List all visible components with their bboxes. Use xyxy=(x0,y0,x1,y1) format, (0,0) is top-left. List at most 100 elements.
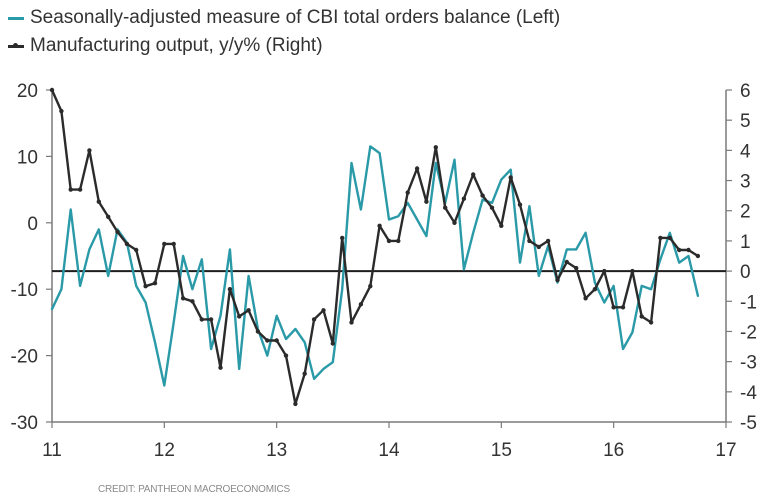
manufacturing-output-point xyxy=(143,284,148,289)
right-axis-tick-label: -2 xyxy=(740,322,757,343)
x-axis-tick-label: 17 xyxy=(715,440,736,461)
manufacturing-output-point xyxy=(386,238,392,244)
manufacturing-output-point xyxy=(555,277,560,283)
manufacturing-output-point xyxy=(583,296,588,301)
x-axis-tick-label: 12 xyxy=(154,440,175,461)
cbi-orders-line xyxy=(50,145,700,387)
manufacturing-output-point xyxy=(49,87,55,93)
manufacturing-output-point xyxy=(274,338,279,343)
manufacturing-output-point xyxy=(208,317,214,322)
manufacturing-output-point xyxy=(190,299,195,304)
manufacturing-output-point xyxy=(527,238,532,244)
manufacturing-output-point xyxy=(302,371,307,376)
manufacturing-output-point xyxy=(283,353,289,358)
manufacturing-output-point xyxy=(199,317,204,322)
manufacturing-output-point xyxy=(648,320,654,325)
right-axis-tick-label: -3 xyxy=(740,353,757,374)
manufacturing-output-point xyxy=(508,175,513,180)
left-axis-tick-label: 10 xyxy=(17,147,38,168)
manufacturing-output-point xyxy=(433,145,438,150)
manufacturing-output-point xyxy=(405,190,410,195)
manufacturing-output-point xyxy=(330,341,335,346)
x-axis-tick-label: 16 xyxy=(603,440,624,461)
manufacturing-output-point xyxy=(87,148,92,153)
manufacturing-output-point xyxy=(180,296,186,301)
right-axis-tick-label: 1 xyxy=(740,232,751,253)
manufacturing-output-point xyxy=(265,338,270,343)
manufacturing-output-point xyxy=(545,238,551,244)
right-axis-tick-label: -1 xyxy=(740,292,757,313)
manufacturing-output-point xyxy=(115,229,120,235)
manufacturing-output-point xyxy=(340,235,345,241)
left-axis-tick-label: 20 xyxy=(17,81,38,102)
manufacturing-output-point xyxy=(620,305,626,310)
manufacturing-output-point xyxy=(377,223,382,228)
manufacturing-output-point xyxy=(452,220,457,225)
credit-text: CREDIT: PANTHEON MACROECONOMICS xyxy=(98,484,290,495)
manufacturing-output-point xyxy=(611,305,616,310)
manufacturing-output-point xyxy=(443,205,448,210)
manufacturing-output-point xyxy=(480,193,485,198)
manufacturing-output-point xyxy=(96,199,102,204)
manufacturing-output-point xyxy=(414,166,420,171)
manufacturing-output-point xyxy=(293,401,298,407)
manufacturing-output-point xyxy=(152,281,158,286)
manufacturing-output-point xyxy=(461,196,467,201)
manufacturing-output-point xyxy=(517,202,523,207)
manufacturing-output-line xyxy=(50,88,700,406)
manufacturing-output-point xyxy=(255,329,261,334)
right-axis-tick-label: -4 xyxy=(740,383,757,404)
manufacturing-output-point xyxy=(639,314,644,319)
manufacturing-output-point xyxy=(237,314,242,319)
manufacturing-output-point xyxy=(536,244,541,250)
legend-swatch-teal-line-icon xyxy=(8,16,24,20)
manufacturing-output-point xyxy=(658,235,663,241)
left-axis-tick-label: -20 xyxy=(11,347,38,368)
manufacturing-output-point xyxy=(349,320,354,325)
right-axis-tick-label: 4 xyxy=(740,141,751,162)
right-axis-tick-label: 2 xyxy=(740,202,751,223)
manufacturing-output-point xyxy=(124,241,130,247)
manufacturing-output-point xyxy=(499,223,504,228)
right-axis-tick-label: 3 xyxy=(740,172,751,193)
manufacturing-output-point xyxy=(162,241,167,247)
manufacturing-output-point xyxy=(630,268,635,274)
manufacturing-output-point xyxy=(68,187,73,192)
x-axis-tick-label: 13 xyxy=(266,440,287,461)
manufacturing-output-point xyxy=(321,308,326,313)
left-axis-tick-label: 0 xyxy=(27,214,38,235)
legend-item-cbi-orders: Seasonally-adjusted measure of CBI total… xyxy=(8,4,560,32)
manufacturing-output-point xyxy=(677,247,682,253)
left-axis-tick-label: -30 xyxy=(11,413,38,434)
legend-item-manufacturing-output: Manufacturing output, y/y% (Right) xyxy=(8,32,560,60)
manufacturing-output-point xyxy=(171,241,176,247)
manufacturing-output-point xyxy=(106,214,111,219)
series-cbi-orders xyxy=(50,145,700,387)
manufacturing-output-point xyxy=(686,247,691,253)
manufacturing-output-point xyxy=(358,302,364,307)
manufacturing-output-point xyxy=(59,108,64,114)
manufacturing-output-point xyxy=(574,265,579,271)
manufacturing-output-point xyxy=(368,284,373,289)
right-axis-tick-label: 0 xyxy=(740,262,751,283)
manufacturing-output-point xyxy=(695,253,701,259)
x-axis-tick-label: 11 xyxy=(42,440,62,461)
manufacturing-output-point xyxy=(218,365,223,370)
x-axis-tick-label: 14 xyxy=(378,440,400,461)
left-axis-tick-label: -10 xyxy=(11,280,38,301)
legend-label-manufacturing-output: Manufacturing output, y/y% (Right) xyxy=(30,35,323,56)
manufacturing-output-point xyxy=(134,247,139,253)
manufacturing-output-point xyxy=(311,317,317,322)
series-manufacturing-output xyxy=(49,87,701,407)
right-axis-tick-label: 6 xyxy=(740,81,751,102)
manufacturing-output-point xyxy=(77,187,83,192)
manufacturing-output-point xyxy=(592,287,598,292)
manufacturing-output-point xyxy=(471,172,476,177)
manufacturing-output-point xyxy=(489,205,495,210)
manufacturing-output-point xyxy=(424,199,429,204)
right-axis-tick-label: 5 xyxy=(740,111,751,132)
manufacturing-output-point xyxy=(246,308,251,313)
chart-legend: Seasonally-adjusted measure of CBI total… xyxy=(8,4,560,60)
